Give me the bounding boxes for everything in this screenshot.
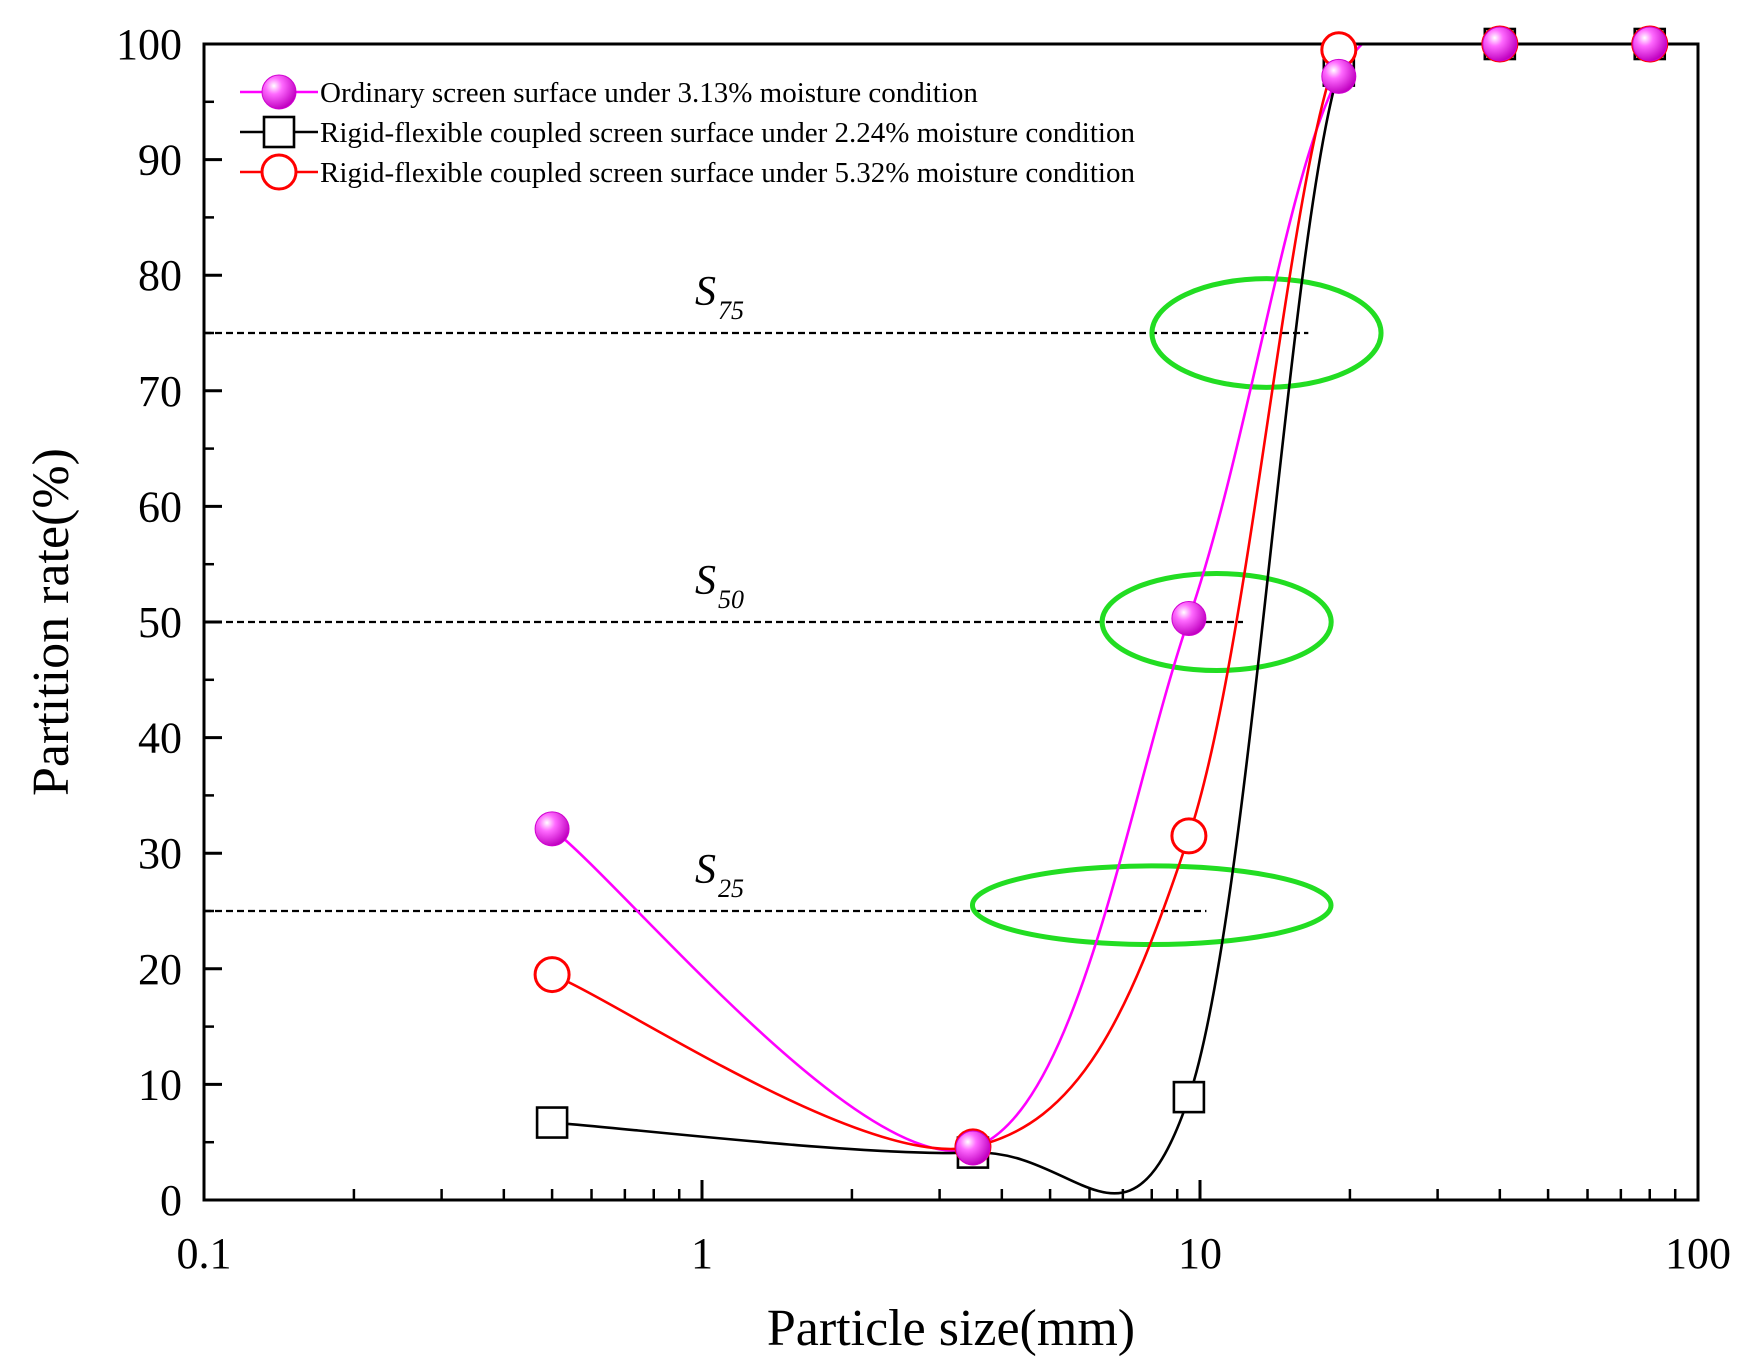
y-tick-label: 30 [138, 829, 182, 878]
data-point-series-1 [955, 1130, 991, 1166]
x-axis-title: Particle size(mm) [767, 1300, 1135, 1357]
y-tick-label: 0 [160, 1176, 182, 1225]
legend-marker-1 [261, 74, 297, 110]
data-point-series-1 [1632, 26, 1668, 62]
highlight-ellipse-3 [969, 863, 1334, 948]
data-point-series-1 [1482, 26, 1518, 62]
y-tick-label: 70 [138, 367, 182, 416]
y-tick-label: 20 [138, 945, 182, 994]
highlight-ellipse-1 [1149, 276, 1384, 390]
reference-label-s50: S50 [695, 558, 744, 614]
reference-lines: S75 S50 S25 [204, 269, 1309, 913]
legend-label-2: Rigid-flexible coupled screen surface un… [320, 117, 1135, 149]
highlight-ellipse-2 [1099, 570, 1334, 674]
x-tick-label: 1 [691, 1229, 713, 1278]
y-tick-label: 10 [138, 1060, 182, 1109]
axes: 0 10 20 30 40 50 60 70 80 90 100 0.1 1 10 100 Particle … [23, 20, 1731, 1357]
x-tick-label: 0.1 [177, 1229, 232, 1278]
reference-label-s75: S75 [695, 269, 744, 325]
y-axis-title: Partition rate(%) [23, 448, 80, 796]
data-point-series-2 [1172, 1080, 1206, 1114]
y-tick-label: 50 [138, 598, 182, 647]
legend-marker-3 [260, 153, 298, 191]
data-point-series-1 [1171, 601, 1207, 637]
data-curves [551, 44, 1650, 1195]
series-line-3 [551, 44, 1650, 1151]
series-line-1 [551, 44, 1650, 1152]
data-point-series-2 [535, 1106, 569, 1139]
highlight-ellipses [969, 276, 1384, 948]
legend: Ordinary screen surface under 3.13% mois… [240, 74, 1135, 191]
series-line-2 [551, 44, 1650, 1195]
y-tick-label: 80 [138, 251, 182, 300]
y-tick-label: 40 [138, 714, 182, 763]
legend-marker-2 [262, 115, 296, 149]
x-tick-label: 10 [1178, 1229, 1222, 1278]
y-tick-label: 90 [138, 136, 182, 185]
data-point-series-3 [1170, 817, 1208, 855]
data-point-series-1 [1321, 58, 1357, 94]
data-point-series-1 [534, 811, 570, 847]
legend-label-1: Ordinary screen surface under 3.13% mois… [320, 77, 978, 109]
x-tick-label: 100 [1665, 1229, 1731, 1278]
y-tick-label: 60 [138, 482, 182, 531]
data-markers [533, 25, 1669, 1169]
data-point-series-3 [533, 956, 571, 994]
reference-label-s25: S25 [695, 847, 744, 903]
y-tick-label: 100 [116, 20, 182, 69]
legend-label-3: Rigid-flexible coupled screen surface un… [320, 157, 1135, 189]
